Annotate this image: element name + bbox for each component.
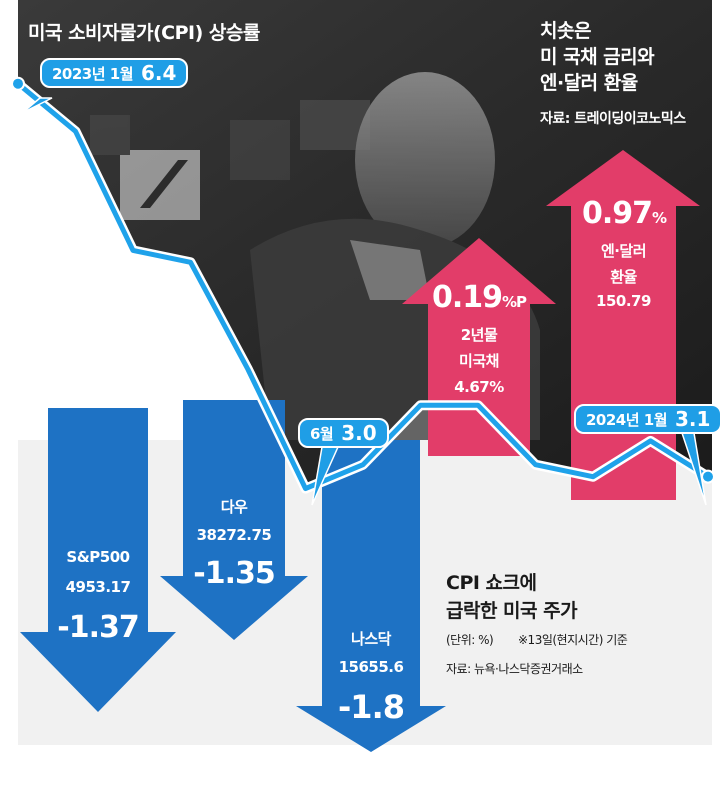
treasury-name-line2: 미국채: [459, 352, 499, 370]
cpi-point: [11, 76, 25, 91]
callout-value: 6.4: [141, 61, 177, 85]
cpi-callout-june: 6월 3.0: [298, 418, 389, 448]
callout-date: 2024년 1월: [586, 410, 668, 429]
treasury-change-number: 0.19: [431, 280, 503, 315]
treasury-name-line1: 2년물: [460, 326, 498, 344]
nasdaq-name: 나스닥: [351, 630, 391, 648]
yen-change-number: 0.97: [581, 196, 653, 231]
callout-value: 3.0: [341, 421, 377, 445]
sp500-down-arrow: [20, 408, 176, 712]
callout-date: 2023년 1월: [52, 64, 134, 83]
cpi-line: [15, 81, 711, 492]
unit-note: (단위: %): [446, 633, 494, 647]
nasdaq-level: 15655.6: [338, 658, 404, 676]
dow-change: -1.35: [193, 556, 275, 591]
callout-pointer-start: [21, 97, 53, 114]
nasdaq-down-arrow: [296, 440, 446, 752]
rates-source: 자료: 트레이딩이코노믹스: [540, 111, 686, 127]
chart-title: 미국 소비자물가(CPI) 상승률: [28, 22, 260, 44]
stock-title-line1: CPI 쇼크에: [446, 572, 537, 594]
callout-date: 6월: [310, 424, 334, 443]
date-note: ※13일(현지시간) 기준: [518, 633, 628, 647]
nasdaq-change: -1.8: [338, 688, 405, 726]
stock-source: 자료: 뉴욕·나스닥증권거래소: [446, 662, 583, 676]
cpi-point: [701, 469, 715, 484]
rates-title-line1: 치솟은: [540, 20, 591, 42]
dow-name: 다우: [220, 498, 248, 516]
treasury-level: 4.67%: [454, 378, 504, 396]
yen-name-line2: 환율: [610, 268, 637, 286]
sp500-change: -1.37: [57, 610, 139, 645]
treasury-change: 0.19%P: [414, 280, 544, 315]
cpi-callout-end: 2024년 1월 3.1: [574, 404, 723, 434]
yen-name-line1: 엔·달러: [600, 242, 647, 260]
yen-change: 0.97%: [560, 196, 688, 231]
treasury-change-unit: %P: [502, 293, 527, 311]
yen-level: 150.79: [596, 292, 651, 310]
dow-level: 38272.75: [196, 526, 272, 544]
photo-decoration: [90, 100, 370, 220]
dow-down-arrow: [160, 400, 308, 640]
yen-change-unit: %: [652, 209, 667, 227]
rates-title-line3: 엔·달러 환율: [540, 72, 638, 94]
sp500-level: 4953.17: [65, 578, 131, 596]
rates-title-line2: 미 국채 금리와: [540, 46, 655, 68]
cpi-callout-start: 2023년 1월 6.4: [40, 58, 189, 88]
sp500-name: S&P500: [66, 548, 130, 566]
callout-value: 3.1: [675, 407, 711, 431]
stock-title-line2: 급락한 미국 주가: [446, 600, 578, 622]
